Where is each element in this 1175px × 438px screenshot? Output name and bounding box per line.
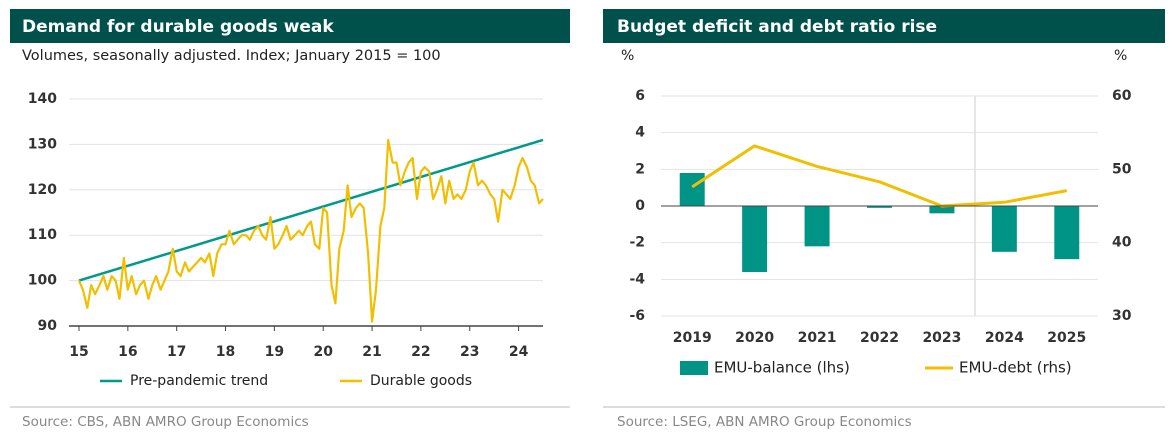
x-tick-label: 16 xyxy=(118,344,137,360)
series-line xyxy=(78,138,544,282)
y-tick-label: 4 xyxy=(635,125,645,141)
y-tick-label: 140 xyxy=(28,91,57,107)
y-tick-label: -4 xyxy=(629,271,645,287)
y-tick-label: 0 xyxy=(635,198,645,214)
x-tick-label: 2023 xyxy=(922,330,961,346)
bar xyxy=(679,173,705,206)
x-tick-label: 2019 xyxy=(673,330,712,346)
y-tick-label: 110 xyxy=(28,227,57,243)
y-tick-label: 2 xyxy=(635,161,645,177)
y-tick-label: -6 xyxy=(629,308,645,324)
y2-tick-label: 60 xyxy=(1112,88,1132,104)
source: Source: CBS, ABN AMRO Group Economics xyxy=(22,414,309,430)
bar xyxy=(867,206,892,208)
series-line xyxy=(77,138,544,323)
legend-label: Durable goods xyxy=(370,373,472,389)
subtitle: Volumes, seasonally adjusted. Index; Jan… xyxy=(22,48,441,64)
legend-swatch xyxy=(680,361,708,375)
bar xyxy=(1054,206,1080,260)
y2-tick-label: 40 xyxy=(1112,235,1132,251)
x-tick-label: 2025 xyxy=(1047,330,1086,346)
x-tick-label: 2024 xyxy=(985,330,1024,346)
x-tick-label: 2022 xyxy=(860,330,899,346)
series-line xyxy=(691,144,1068,208)
legend-label: Pre-pandemic trend xyxy=(130,373,268,389)
y-tick-label: -2 xyxy=(629,235,645,251)
x-tick-label: 24 xyxy=(509,344,529,360)
y2-axis-label: % xyxy=(1114,48,1127,64)
x-tick-label: 22 xyxy=(411,344,430,360)
chart-title: Demand for durable goods weak xyxy=(22,17,334,37)
legend-label: EMU-balance (lhs) xyxy=(714,359,850,377)
x-tick-label: 20 xyxy=(313,344,333,360)
bar xyxy=(804,206,830,247)
header xyxy=(603,9,1165,43)
x-tick-label: 21 xyxy=(362,344,381,360)
bar xyxy=(742,206,768,272)
x-tick-label: 19 xyxy=(265,344,284,360)
y-tick-label: 6 xyxy=(635,88,645,104)
x-tick-label: 2020 xyxy=(735,330,774,346)
y2-tick-label: 30 xyxy=(1112,308,1132,324)
x-tick-label: 15 xyxy=(69,344,88,360)
x-tick-label: 18 xyxy=(216,344,235,360)
x-tick-label: 2021 xyxy=(798,330,837,346)
y-axis-label: % xyxy=(621,48,634,64)
bar xyxy=(929,206,955,214)
x-tick-label: 17 xyxy=(167,344,186,360)
x-tick-label: 23 xyxy=(460,344,479,360)
source: Source: LSEG, ABN AMRO Group Economics xyxy=(617,414,912,430)
y-tick-label: 100 xyxy=(28,273,57,289)
y-tick-label: 90 xyxy=(38,318,58,334)
chart-title: Budget deficit and debt ratio rise xyxy=(617,17,937,37)
y2-tick-label: 50 xyxy=(1112,161,1132,177)
bar xyxy=(991,206,1017,252)
y-tick-label: 130 xyxy=(28,136,57,152)
legend-label: EMU-debt (rhs) xyxy=(959,359,1072,377)
y-tick-label: 120 xyxy=(28,182,57,198)
header xyxy=(10,9,570,43)
